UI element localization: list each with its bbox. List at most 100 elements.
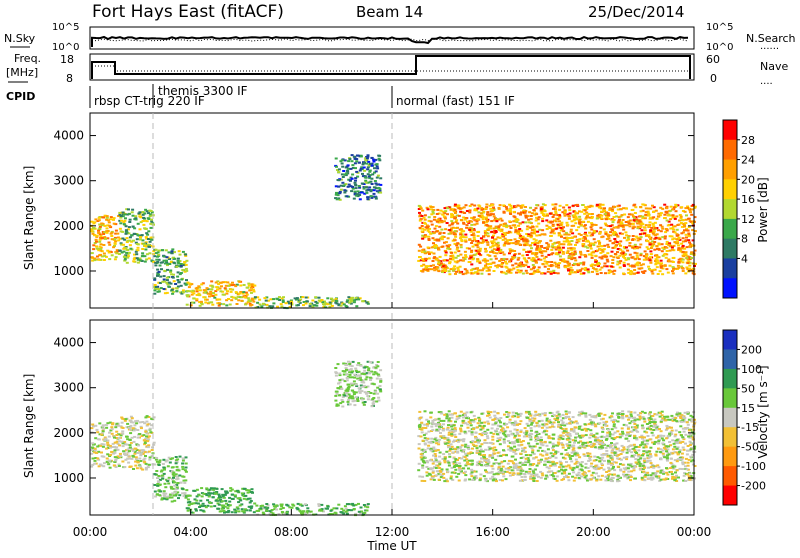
echo-cell bbox=[225, 304, 228, 306]
echo-cell bbox=[185, 264, 188, 266]
echo-cell bbox=[345, 392, 348, 394]
echo-cell bbox=[560, 236, 563, 238]
echo-cell bbox=[680, 232, 683, 234]
echo-cell bbox=[498, 208, 501, 210]
echo-cell bbox=[632, 235, 635, 237]
echo-cell bbox=[282, 296, 285, 298]
echo-cell bbox=[141, 248, 144, 250]
echo-cell bbox=[177, 260, 180, 262]
echo-cell bbox=[572, 205, 575, 207]
echo-cell bbox=[167, 465, 170, 467]
echo-cell bbox=[456, 249, 459, 251]
echo-cell bbox=[243, 498, 246, 500]
echo-cell bbox=[99, 464, 102, 466]
echo-cell bbox=[91, 252, 94, 254]
echo-cell bbox=[153, 289, 156, 291]
echo-cell bbox=[536, 231, 539, 233]
echo-cell bbox=[220, 285, 223, 287]
echo-cell bbox=[374, 180, 377, 182]
cpid-label: CPID bbox=[6, 90, 35, 103]
echo-cell bbox=[299, 299, 302, 301]
echo-cell bbox=[427, 431, 430, 433]
echo-cell bbox=[612, 273, 615, 275]
echo-cell bbox=[450, 216, 453, 218]
echo-cell bbox=[353, 198, 356, 200]
echo-cell bbox=[241, 510, 244, 512]
echo-cell bbox=[126, 444, 129, 446]
echo-cell bbox=[360, 168, 363, 170]
echo-cell bbox=[358, 511, 361, 513]
echo-cell bbox=[425, 236, 428, 238]
echo-cell bbox=[435, 259, 438, 261]
echo-cell bbox=[481, 434, 484, 436]
echo-cell bbox=[616, 241, 619, 243]
echo-cell bbox=[489, 225, 492, 227]
echo-cell bbox=[450, 252, 453, 254]
echo-cell bbox=[486, 233, 489, 235]
echo-cell bbox=[682, 255, 685, 257]
echo-cell bbox=[645, 255, 648, 257]
echo-cell bbox=[418, 205, 421, 207]
echo-cell bbox=[471, 434, 474, 436]
echo-cell bbox=[595, 268, 598, 270]
echo-cell bbox=[657, 216, 660, 218]
echo-cell bbox=[497, 249, 500, 251]
echo-cell bbox=[122, 445, 125, 447]
echo-cell bbox=[187, 499, 190, 501]
echo-cell bbox=[198, 506, 201, 508]
echo-cell bbox=[148, 459, 151, 461]
echo-cell bbox=[428, 239, 431, 241]
echo-cell bbox=[448, 273, 451, 275]
echo-cell bbox=[462, 222, 465, 224]
echo-cell bbox=[360, 507, 363, 509]
echo-cell bbox=[526, 240, 529, 242]
echo-cell bbox=[532, 232, 535, 234]
echo-cell bbox=[660, 267, 663, 269]
echo-cell bbox=[686, 246, 689, 248]
echo-cell bbox=[379, 184, 382, 186]
echo-cell bbox=[155, 252, 158, 254]
echo-cell bbox=[623, 262, 626, 264]
echo-cell bbox=[623, 237, 626, 239]
echo-cell bbox=[618, 225, 621, 227]
echo-cell bbox=[472, 246, 475, 248]
echo-cell bbox=[492, 240, 495, 242]
echo-cell bbox=[660, 230, 663, 232]
echo-cell bbox=[153, 473, 156, 475]
echo-cell bbox=[156, 483, 159, 485]
echo-cell bbox=[530, 218, 533, 220]
echo-cell bbox=[625, 259, 628, 261]
echo-cell bbox=[219, 290, 222, 292]
echo-cell bbox=[433, 256, 436, 258]
echo-cell bbox=[646, 246, 649, 248]
echo-cell bbox=[220, 510, 223, 512]
echo-cell bbox=[629, 254, 632, 256]
echo-cell bbox=[639, 254, 642, 256]
echo-cell bbox=[185, 260, 188, 262]
echo-cell bbox=[482, 211, 485, 213]
echo-cell bbox=[348, 386, 351, 388]
echo-cell bbox=[160, 287, 163, 289]
echo-cell bbox=[376, 387, 379, 389]
echo-cell bbox=[529, 207, 532, 209]
echo-cell bbox=[590, 463, 593, 465]
echo-cell bbox=[688, 265, 691, 267]
echo-cell bbox=[367, 166, 370, 168]
echo-cell bbox=[563, 234, 566, 236]
echo-cell bbox=[580, 262, 583, 264]
echo-cell bbox=[200, 283, 203, 285]
echo-cell bbox=[502, 239, 505, 241]
echo-cell bbox=[173, 485, 176, 487]
echo-cell bbox=[235, 298, 238, 300]
echo-cell bbox=[155, 249, 158, 251]
echo-cell bbox=[164, 483, 167, 485]
echo-cell bbox=[158, 250, 161, 252]
echo-cell bbox=[235, 291, 238, 293]
echo-cell bbox=[335, 507, 338, 509]
echo-cell bbox=[244, 495, 247, 497]
echo-cell bbox=[170, 486, 173, 488]
echo-cell bbox=[134, 465, 137, 467]
echo-cell bbox=[424, 251, 427, 253]
echo-cell bbox=[178, 469, 181, 471]
echo-cell bbox=[527, 235, 530, 237]
